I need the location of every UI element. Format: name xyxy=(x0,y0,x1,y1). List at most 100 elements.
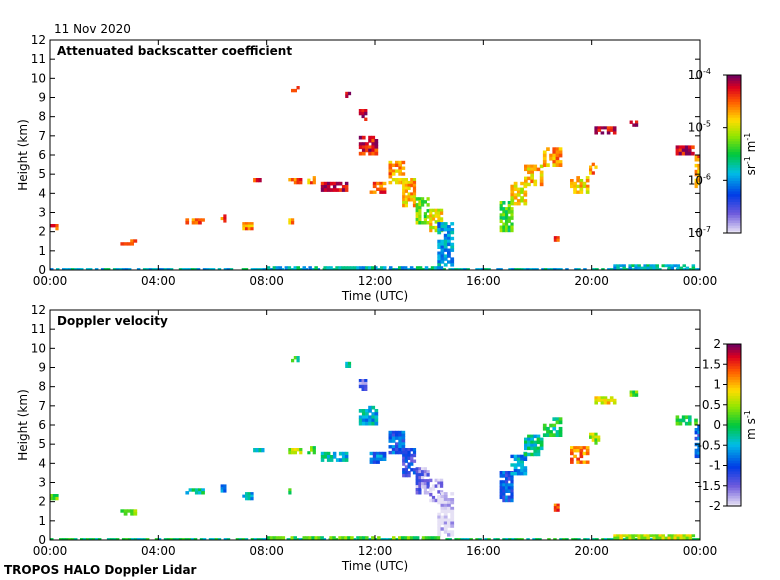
feature-cell xyxy=(552,423,557,428)
feature-cell xyxy=(597,396,602,400)
feature-cell xyxy=(426,473,430,477)
feature-cell xyxy=(388,169,393,173)
feature-cell xyxy=(365,409,369,413)
feature-cell xyxy=(526,268,530,271)
feature-cell xyxy=(570,184,574,189)
feature-cell xyxy=(440,222,445,226)
feature-cell xyxy=(460,538,464,541)
feature-cell xyxy=(505,210,509,214)
feature-cell xyxy=(682,536,686,540)
colorbar-segment xyxy=(727,411,741,415)
feature-cell xyxy=(247,492,251,496)
feature-cell xyxy=(407,471,411,475)
feature-cell xyxy=(223,219,227,223)
colorbar-segment xyxy=(727,389,741,394)
feature-cell xyxy=(293,448,297,452)
y-tick-label: 5 xyxy=(38,437,46,451)
feature-25 xyxy=(589,432,601,445)
feature-cell xyxy=(637,266,641,270)
colorbar-segment xyxy=(727,148,741,152)
feature-cell xyxy=(423,221,427,225)
feature-cell xyxy=(450,228,455,232)
feature-cell xyxy=(667,536,671,540)
feature-cell xyxy=(649,264,653,268)
feature-cell xyxy=(388,450,393,455)
colorbar-tick-label: 1 xyxy=(713,378,721,392)
feature-cell xyxy=(443,239,448,244)
colorbar-segment xyxy=(727,479,741,483)
feature-cell xyxy=(493,538,497,541)
feature-cell xyxy=(74,538,78,541)
feature-cell xyxy=(244,538,249,541)
x-tick-label: 08:00 xyxy=(249,544,284,558)
y-axis-label: Height (km) xyxy=(16,389,30,460)
feature-cell xyxy=(220,487,224,491)
feature-cell xyxy=(443,500,448,505)
feature-cell xyxy=(166,268,171,271)
feature-cell xyxy=(423,482,427,486)
feature-cell xyxy=(640,534,644,538)
feature-cell xyxy=(169,538,174,541)
feature-cell xyxy=(530,164,534,169)
feature-cell xyxy=(450,248,455,252)
feature-cell xyxy=(372,457,377,461)
feature-cell xyxy=(190,538,195,541)
feature-cell xyxy=(460,268,464,271)
feature-cell xyxy=(597,398,602,402)
feature-cell xyxy=(530,176,534,181)
feature-cell xyxy=(558,417,563,421)
colorbar-segment xyxy=(727,398,741,402)
feature-cell xyxy=(253,538,258,541)
colorbar-unit-part: -1 xyxy=(743,410,752,418)
feature-cell xyxy=(527,164,531,169)
feature-cell xyxy=(344,266,348,270)
feature-cell xyxy=(261,448,265,453)
feature-cell xyxy=(443,254,448,258)
feature-cell xyxy=(371,148,376,153)
feature-cell xyxy=(410,192,414,196)
feature-1 xyxy=(120,239,138,246)
panel-title: Attenuated backscatter coefficient xyxy=(57,44,292,58)
feature-cell xyxy=(555,420,560,425)
feature-cell xyxy=(398,445,402,449)
feature-cell xyxy=(675,145,680,150)
feature-cell xyxy=(661,536,665,540)
feature-6 xyxy=(288,218,295,225)
feature-cell xyxy=(606,398,611,402)
feature-cell xyxy=(510,489,514,493)
feature-cell xyxy=(418,209,422,213)
feature-cell xyxy=(591,162,595,167)
feature-cell xyxy=(558,160,563,164)
feature-cell xyxy=(288,221,292,225)
feature-cell xyxy=(670,536,674,540)
feature-cell xyxy=(415,467,419,471)
feature-cell xyxy=(430,266,435,270)
feature-cell xyxy=(594,131,598,135)
feature-cell xyxy=(374,142,379,146)
feature-cell xyxy=(570,451,574,456)
feature-cell xyxy=(542,156,547,161)
feature-cell xyxy=(440,518,445,522)
feature-cell xyxy=(510,207,514,211)
colorbar-segment xyxy=(727,419,741,423)
feature-cell xyxy=(502,474,506,478)
colorbar-segment xyxy=(727,204,741,208)
feature-cell xyxy=(685,266,690,270)
feature-cell xyxy=(437,495,442,499)
feature-cell xyxy=(151,268,156,271)
feature-cell xyxy=(391,163,396,167)
feature-cell xyxy=(502,471,506,475)
feature-cell xyxy=(418,206,422,210)
colorbar-segment xyxy=(727,125,741,129)
feature-cell xyxy=(678,421,683,426)
feature-cell xyxy=(191,218,196,222)
feature-cell xyxy=(570,449,574,453)
feature-cell xyxy=(404,453,408,458)
feature-cell xyxy=(510,187,515,191)
feature-cell xyxy=(106,538,111,541)
feature-cell xyxy=(431,208,436,213)
y-tick-label: 12 xyxy=(31,303,46,317)
feature-cell xyxy=(576,184,580,189)
feature-cell xyxy=(507,498,511,503)
feature-cell xyxy=(582,460,587,464)
